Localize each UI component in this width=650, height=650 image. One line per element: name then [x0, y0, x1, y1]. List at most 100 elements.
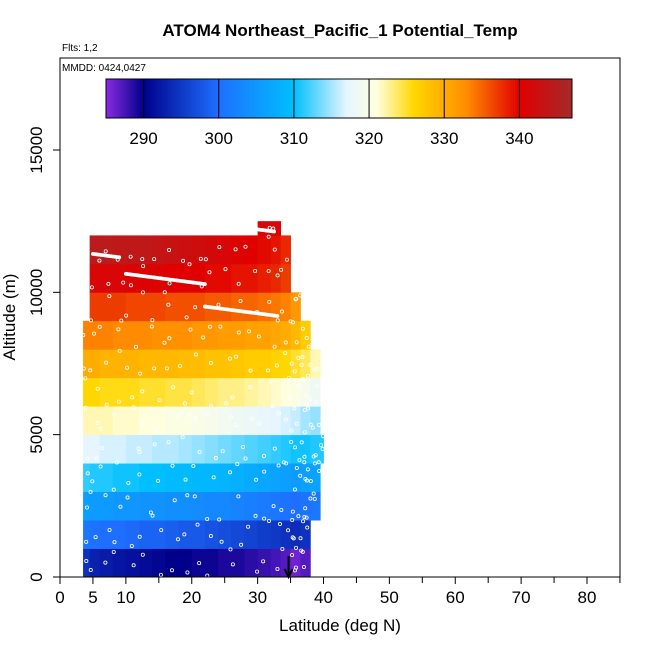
heatmap-cell — [280, 520, 291, 549]
track-point — [243, 456, 248, 461]
y-axis-label: Altitude (m) — [0, 274, 19, 361]
track-point — [275, 318, 280, 323]
heatmap-cell — [89, 235, 100, 265]
track-point — [183, 477, 188, 482]
heatmap-cell — [244, 377, 259, 407]
heatmap-cell — [290, 520, 301, 549]
track-point — [88, 368, 93, 373]
heatmap-cell — [83, 463, 91, 492]
track-point — [92, 331, 97, 336]
track-point — [296, 382, 301, 387]
track-point — [180, 435, 185, 440]
heatmap-cell — [244, 292, 259, 322]
track-point — [311, 454, 316, 459]
colorbar: 290 300 310 320 330 340 — [105, 78, 573, 148]
track-point — [119, 318, 124, 323]
heatmap-cell — [178, 320, 193, 350]
heatmap-cell — [300, 548, 311, 578]
track-point — [218, 324, 223, 329]
heatmap-cell — [89, 520, 100, 549]
track-point — [193, 352, 198, 357]
track-point — [298, 536, 303, 541]
heatmap-cell — [165, 463, 179, 492]
track-point — [290, 509, 295, 514]
heatmap-cell — [152, 320, 166, 350]
track-point — [275, 273, 280, 278]
heatmap-cell — [310, 463, 321, 492]
heatmap-cell — [257, 377, 272, 407]
track-point — [98, 464, 103, 469]
track-point — [303, 506, 308, 511]
x-axis-tick-label: 80 — [578, 588, 597, 607]
track-point — [97, 258, 102, 263]
track-point — [308, 422, 313, 427]
track-point — [84, 539, 89, 544]
track-point — [294, 340, 299, 345]
heatmap-cell — [165, 406, 179, 436]
heatmap-cell — [191, 263, 206, 293]
track-point — [312, 461, 317, 466]
heatmap-cell — [244, 349, 259, 379]
y-axis-tick-label: 0 — [27, 572, 46, 581]
x-axis-tick-label: 5 — [88, 588, 97, 607]
heatmap-cell — [139, 520, 153, 549]
heatmap-cell — [218, 349, 232, 379]
track-point — [131, 563, 136, 568]
position-arrow-icon — [283, 556, 294, 580]
track-point — [235, 462, 240, 467]
track-point — [193, 416, 198, 421]
heatmap-cell — [99, 377, 114, 407]
track-point — [205, 517, 210, 522]
track-point — [296, 356, 301, 361]
heatmap-cell — [204, 349, 219, 379]
heatmap-cell — [257, 548, 272, 578]
track-point — [320, 447, 325, 452]
heatmap-cell — [244, 235, 259, 265]
heatmap-cell — [165, 377, 179, 407]
heatmap-cell — [165, 292, 179, 322]
track-point — [288, 319, 293, 324]
track-point — [303, 476, 308, 481]
x-axis-label: Latitude (deg N) — [279, 616, 401, 635]
track-point — [211, 475, 216, 480]
heatmap-cell — [152, 491, 166, 521]
heatmap-cell — [139, 463, 153, 492]
x-axis-tick-label: 20 — [182, 588, 201, 607]
track-point — [300, 326, 305, 331]
track-point — [308, 496, 313, 501]
track-point — [208, 361, 213, 366]
track-point — [296, 514, 301, 519]
track-point — [270, 404, 275, 409]
heatmap-cell — [112, 463, 127, 492]
track-point — [84, 559, 89, 564]
track-point — [233, 247, 238, 252]
heatmap-cell — [257, 406, 272, 436]
track-point — [286, 375, 291, 380]
heatmap-cell — [125, 434, 140, 464]
heatmap-cell — [99, 548, 114, 578]
heatmap-cell — [191, 406, 206, 436]
track-point — [227, 356, 232, 361]
heatmap-cell — [99, 320, 114, 350]
colorbar-tick-label: 340 — [505, 129, 533, 148]
track-point — [149, 324, 154, 329]
heatmap-cell — [89, 292, 100, 322]
heatmap-cell — [99, 463, 114, 492]
track-point — [302, 408, 307, 413]
track-point — [308, 362, 313, 367]
track-point — [103, 249, 108, 254]
track-point — [306, 344, 311, 349]
track-point — [117, 255, 122, 260]
track-point — [272, 344, 277, 349]
track-point — [267, 299, 272, 304]
heatmap-cell — [139, 406, 153, 436]
track-point — [171, 385, 176, 390]
heatmap-cell — [270, 292, 282, 322]
track-point — [293, 565, 298, 570]
track-point — [261, 559, 266, 564]
heatmap-cell — [191, 320, 206, 350]
heatmap-cell — [83, 349, 91, 379]
track-point — [88, 489, 93, 494]
track-point — [299, 440, 304, 445]
track-point — [90, 479, 95, 484]
